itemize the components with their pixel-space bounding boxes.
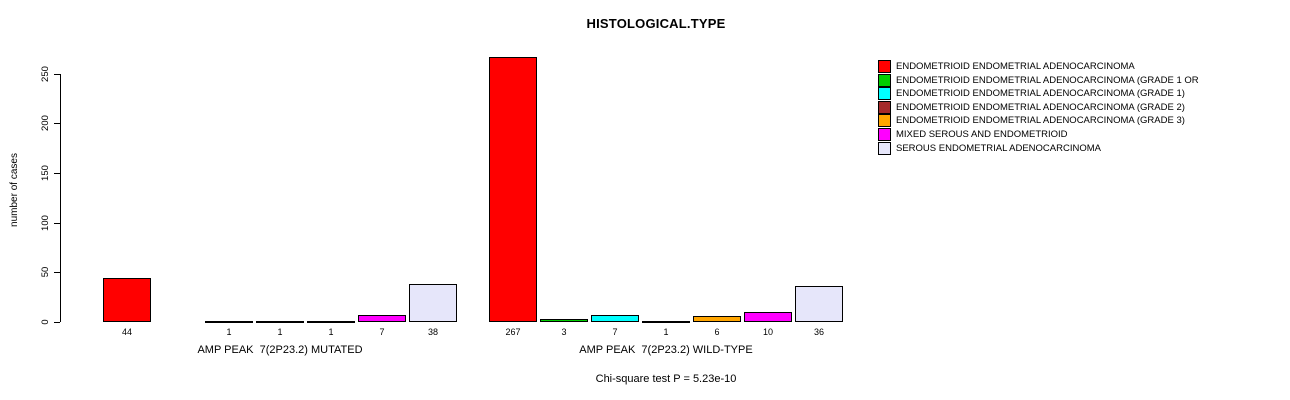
y-tick-label: 50	[40, 267, 51, 278]
y-axis-title: number of cases	[9, 153, 20, 227]
legend-label: ENDOMETRIOID ENDOMETRIAL ADENOCARCINOMA …	[896, 115, 1185, 127]
y-tick	[54, 173, 60, 175]
bar-value-label: 10	[762, 327, 773, 337]
y-tick	[54, 123, 60, 125]
bar-value-label: 1	[328, 327, 334, 337]
legend-swatch	[878, 141, 891, 155]
legend-swatch	[878, 87, 891, 101]
bar	[307, 321, 355, 323]
chart-title: HISTOLOGICAL.TYPE	[586, 16, 726, 31]
bar-value-label: 38	[427, 327, 438, 337]
bar	[205, 321, 253, 323]
y-tick-label: 100	[40, 214, 51, 231]
bar	[103, 278, 151, 322]
legend-label: ENDOMETRIOID ENDOMETRIAL ADENOCARCINOMA …	[896, 101, 1185, 113]
bar	[795, 286, 843, 322]
bar-value-label: 1	[226, 327, 232, 337]
legend-swatch	[878, 60, 891, 73]
bar	[256, 321, 304, 323]
group-label-wildtype: AMP PEAK 7(2P23.2) WILD-TYPE	[579, 344, 753, 356]
bar-value-label: 1	[277, 327, 283, 337]
legend-label: ENDOMETRIOID ENDOMETRIAL ADENOCARCINOMA …	[896, 74, 1199, 86]
bar-value-label: 3	[561, 327, 567, 337]
bar-value-label: 44	[121, 327, 132, 337]
bar-value-label: 36	[813, 327, 824, 337]
bar-value-label: 7	[379, 327, 385, 337]
legend-label: ENDOMETRIOID ENDOMETRIAL ADENOCARCINOMA …	[896, 88, 1185, 100]
bar	[693, 316, 741, 322]
y-tick	[54, 73, 60, 75]
y-tick-label: 0	[40, 319, 51, 325]
legend-label: ENDOMETRIOID ENDOMETRIAL ADENOCARCINOMA	[896, 61, 1135, 72]
bar	[489, 57, 537, 322]
bar	[591, 315, 639, 322]
bar	[642, 321, 690, 323]
bar-value-label: 7	[612, 327, 618, 337]
bar	[744, 312, 792, 322]
legend-label: SEROUS ENDOMETRIAL ADENOCARCINOMA	[896, 142, 1101, 154]
y-tick	[54, 222, 60, 224]
legend-swatch	[878, 73, 891, 87]
bar	[540, 319, 588, 322]
legend-label: MIXED SEROUS AND ENDOMETRIOID	[896, 129, 1068, 140]
chi-square-footnote: Chi-square test P = 5.23e-10	[595, 373, 737, 385]
bar-value-label: 6	[714, 327, 720, 337]
legend-swatch	[878, 128, 891, 141]
y-tick	[54, 322, 60, 323]
bar-value-label: 1	[663, 327, 669, 337]
legend-swatch	[878, 114, 891, 128]
y-tick-label: 150	[40, 165, 51, 182]
y-axis	[60, 74, 61, 322]
bar-value-label: 267	[505, 327, 521, 337]
group-label-mutated: AMP PEAK 7(2P23.2) MUTATED	[197, 344, 363, 356]
bar	[409, 284, 457, 322]
y-tick	[54, 272, 60, 274]
y-tick-label: 200	[40, 115, 51, 132]
bar	[358, 315, 406, 322]
legend-swatch	[878, 100, 891, 114]
y-tick-label: 250	[40, 65, 51, 82]
